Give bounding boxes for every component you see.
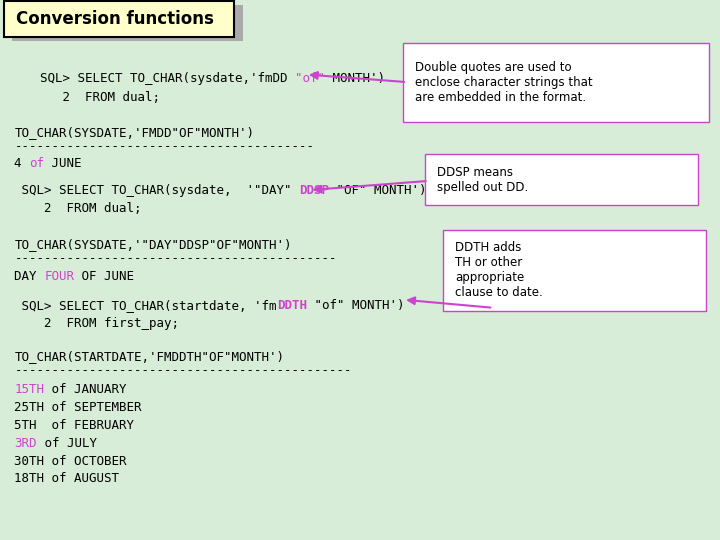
Text: 2  FROM first_pay;: 2 FROM first_pay; — [14, 318, 179, 330]
Text: 3RD: 3RD — [14, 437, 37, 450]
Text: Conversion functions: Conversion functions — [16, 10, 214, 28]
Text: -------------------------------------------: ----------------------------------------… — [14, 252, 337, 265]
Text: DDSP: DDSP — [300, 184, 329, 197]
Text: "of": "of" — [294, 72, 325, 85]
Text: TO_CHAR(SYSDATE,'FMDD"OF"MONTH'): TO_CHAR(SYSDATE,'FMDD"OF"MONTH') — [14, 126, 254, 139]
Text: OF JUNE: OF JUNE — [74, 270, 135, 283]
Text: SQL> SELECT TO_CHAR(sysdate,'fmDD: SQL> SELECT TO_CHAR(sysdate,'fmDD — [40, 72, 294, 85]
Text: 4: 4 — [14, 157, 30, 170]
FancyBboxPatch shape — [12, 5, 243, 40]
Text: JUNE: JUNE — [45, 157, 82, 170]
Text: "OF" MONTH'): "OF" MONTH') — [330, 184, 427, 197]
Text: 2  FROM dual;: 2 FROM dual; — [40, 91, 160, 104]
FancyBboxPatch shape — [4, 1, 234, 37]
FancyBboxPatch shape — [443, 230, 706, 310]
Text: DDSP means
spelled out DD.: DDSP means spelled out DD. — [437, 166, 528, 193]
Text: ---------------------------------------------: ----------------------------------------… — [14, 364, 352, 377]
Text: 15TH: 15TH — [14, 383, 45, 396]
Text: SQL> SELECT TO_CHAR(sysdate,  '"DAY": SQL> SELECT TO_CHAR(sysdate, '"DAY" — [14, 184, 300, 197]
FancyBboxPatch shape — [425, 154, 698, 205]
Text: of: of — [30, 157, 45, 170]
Text: DDTH: DDTH — [277, 299, 307, 312]
FancyBboxPatch shape — [403, 43, 709, 122]
Text: 18TH of AUGUST: 18TH of AUGUST — [14, 472, 120, 485]
Text: of JANUARY: of JANUARY — [45, 383, 127, 396]
Text: "of" MONTH'): "of" MONTH') — [307, 299, 405, 312]
Text: DAY: DAY — [14, 270, 45, 283]
Text: DDTH adds
TH or other
appropriate
clause to date.: DDTH adds TH or other appropriate clause… — [455, 241, 543, 299]
Text: MONTH'): MONTH') — [325, 72, 384, 85]
Text: 5TH  of FEBRUARY: 5TH of FEBRUARY — [14, 419, 135, 432]
Text: Double quotes are used to
enclose character strings that
are embedded in the for: Double quotes are used to enclose charac… — [415, 61, 593, 104]
Text: of JULY: of JULY — [37, 437, 97, 450]
Text: SQL> SELECT TO_CHAR(startdate, 'fm: SQL> SELECT TO_CHAR(startdate, 'fm — [14, 299, 277, 312]
Text: 30TH of OCTOBER: 30TH of OCTOBER — [14, 455, 127, 468]
Text: ----------------------------------------: ---------------------------------------- — [14, 140, 315, 153]
Text: TO_CHAR(STARTDATE,'FMDDTH"OF"MONTH'): TO_CHAR(STARTDATE,'FMDDTH"OF"MONTH') — [14, 350, 284, 363]
Text: FOUR: FOUR — [45, 270, 74, 283]
Text: 25TH of SEPTEMBER: 25TH of SEPTEMBER — [14, 401, 142, 414]
Text: TO_CHAR(SYSDATE,'"DAY"DDSP"OF"MONTH'): TO_CHAR(SYSDATE,'"DAY"DDSP"OF"MONTH') — [14, 238, 292, 251]
Text: 2  FROM dual;: 2 FROM dual; — [14, 202, 142, 215]
